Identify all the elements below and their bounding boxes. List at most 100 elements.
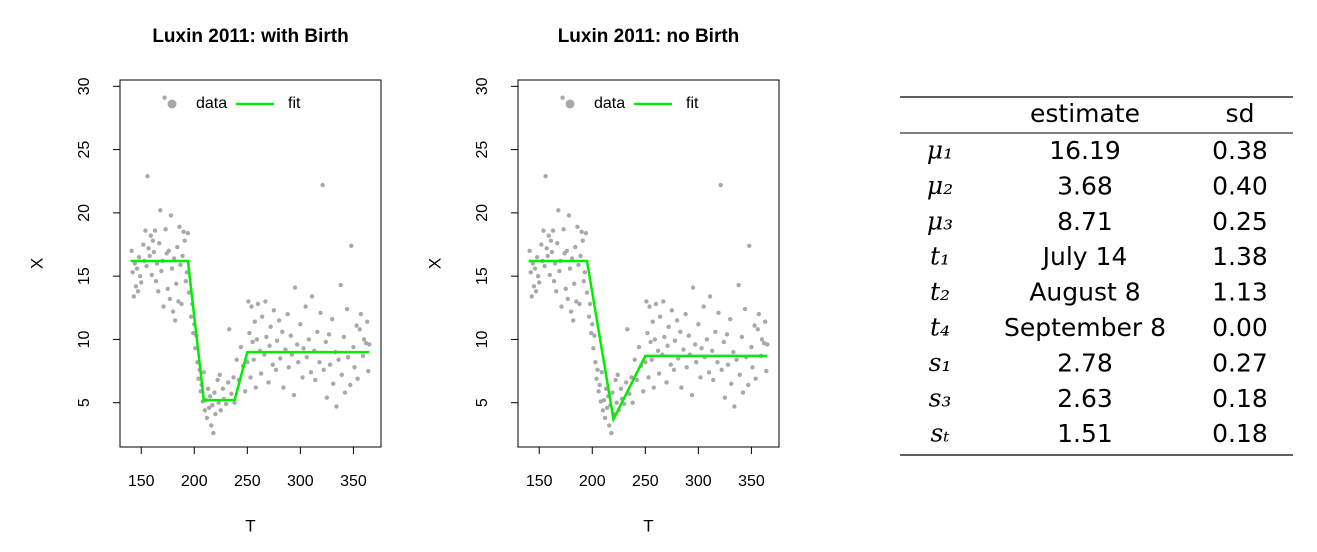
- data-point: [186, 290, 192, 295]
- data-point: [607, 423, 612, 428]
- data-point: [613, 377, 618, 383]
- data-point: [704, 337, 710, 342]
- data-point: [542, 263, 547, 269]
- data-point: [188, 314, 194, 319]
- data-point: [648, 339, 653, 345]
- sd-cell: 0.18: [1212, 384, 1268, 413]
- data-point: [367, 342, 372, 347]
- data-point: [556, 208, 561, 213]
- y-tick-label: 5: [474, 398, 491, 407]
- y-tick-label: 25: [76, 141, 93, 159]
- data-point: [552, 261, 558, 266]
- data-point: [696, 322, 701, 327]
- data-point: [276, 318, 282, 323]
- data-point: [759, 337, 765, 342]
- data-point: [352, 365, 357, 370]
- data-point: [582, 270, 588, 275]
- data-point: [567, 266, 573, 271]
- column-header: estimate: [1030, 99, 1140, 128]
- data-point: [267, 343, 272, 348]
- data-point: [292, 285, 298, 290]
- data-point: [216, 400, 221, 405]
- data-point: [259, 314, 265, 319]
- y-axis-label: X: [425, 258, 444, 269]
- x-tick-label: 350: [738, 473, 765, 490]
- data-point: [679, 385, 684, 390]
- sd-cell: 0.25: [1212, 207, 1268, 236]
- data-point: [699, 346, 704, 351]
- data-point: [644, 299, 649, 304]
- data-point: [740, 390, 746, 395]
- data-point: [217, 372, 222, 378]
- data-point: [527, 248, 532, 254]
- data-point: [202, 408, 208, 413]
- estimate-cell: 2.63: [1057, 384, 1113, 413]
- data-point: [249, 304, 254, 309]
- data-point: [539, 242, 544, 247]
- data-point: [313, 377, 318, 383]
- data-point: [674, 318, 680, 323]
- y-tick-label: 15: [474, 267, 491, 285]
- data-point: [684, 365, 689, 370]
- data-point: [711, 377, 716, 383]
- row-label: μ₂: [927, 171, 953, 200]
- data-point: [530, 261, 536, 266]
- data-point: [253, 385, 259, 390]
- data-point: [555, 241, 560, 246]
- data-point: [141, 242, 146, 247]
- data-point: [614, 400, 619, 405]
- data-point: [615, 372, 620, 378]
- data-point: [179, 301, 184, 307]
- data-point: [247, 330, 252, 336]
- data-point: [739, 334, 745, 340]
- data-point: [661, 299, 666, 304]
- row-label: t₁: [930, 242, 950, 271]
- data-point: [143, 228, 148, 233]
- data-point: [544, 246, 549, 251]
- data-point: [289, 352, 295, 357]
- data-point: [207, 394, 213, 399]
- data-point: [592, 333, 597, 338]
- data-point: [215, 377, 220, 383]
- x-axis-label: T: [643, 516, 653, 535]
- data-point: [537, 280, 542, 285]
- data-point: [132, 261, 138, 266]
- data-point: [656, 371, 662, 376]
- data-point: [591, 346, 596, 351]
- data-point: [229, 391, 234, 397]
- data-point: [719, 367, 724, 373]
- data-point: [557, 268, 562, 274]
- data-point: [144, 263, 149, 269]
- data-point: [636, 344, 642, 350]
- data-point: [736, 282, 741, 288]
- data-point: [560, 95, 565, 100]
- data-point: [281, 385, 286, 390]
- plot-frame: [517, 79, 780, 448]
- data-point: [652, 337, 658, 342]
- data-point: [176, 299, 181, 304]
- data-point: [134, 266, 140, 271]
- estimate-cell: 1.51: [1057, 419, 1113, 448]
- data-point: [655, 348, 661, 354]
- data-point: [146, 246, 151, 251]
- estimate-cell: July 14: [1041, 242, 1128, 271]
- y-axis-label: X: [27, 258, 46, 269]
- data-point: [291, 392, 297, 398]
- data-point: [366, 368, 371, 374]
- data-point: [734, 357, 739, 362]
- data-point: [166, 248, 172, 254]
- y-tick-label: 20: [76, 204, 93, 222]
- data-point: [262, 352, 267, 357]
- data-point: [193, 346, 198, 351]
- data-point: [657, 314, 663, 319]
- row-label: s₁: [929, 348, 952, 377]
- sd-cell: 1.38: [1212, 242, 1268, 271]
- data-point: [205, 386, 211, 391]
- data-point: [600, 408, 606, 413]
- data-point: [549, 249, 555, 255]
- data-point: [365, 319, 370, 324]
- data-point: [339, 372, 344, 378]
- data-point: [732, 404, 737, 409]
- data-point: [168, 213, 174, 218]
